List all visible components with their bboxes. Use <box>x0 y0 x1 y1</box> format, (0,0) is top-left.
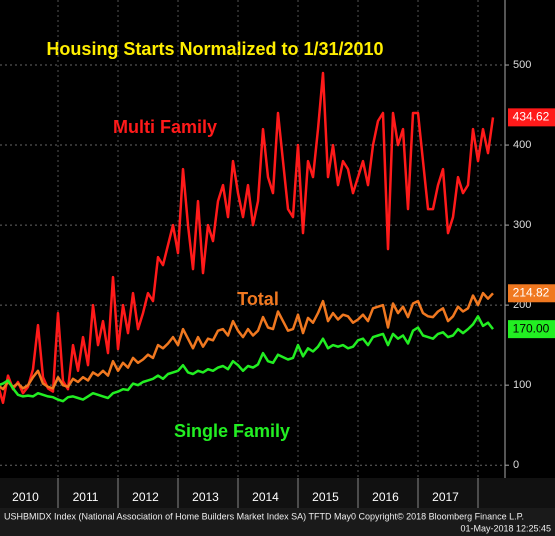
footer-timestamp: 01-May-2018 12:25:45 <box>460 523 551 533</box>
end-label: 434.62 <box>513 110 550 124</box>
x-tick-label: 2012 <box>132 490 159 504</box>
footer-source: USHBMIDX Index (National Association of … <box>4 511 524 521</box>
x-tick-label: 2014 <box>252 490 279 504</box>
x-tick-label: 2015 <box>312 490 339 504</box>
end-label: 170.00 <box>513 321 550 335</box>
end-label-box <box>508 320 555 339</box>
y-tick-label: 500 <box>513 59 531 71</box>
series-name: Multi Family <box>113 117 217 137</box>
y-tick-label: 0 <box>513 459 519 471</box>
series-line <box>0 291 494 391</box>
x-tick-label: 2016 <box>372 490 399 504</box>
end-label: 214.82 <box>513 285 550 299</box>
y-tick-label: 100 <box>513 379 531 391</box>
end-label-box <box>508 108 555 127</box>
footer-band <box>0 508 555 536</box>
series-name: Total <box>237 289 279 309</box>
end-label-box <box>508 284 555 303</box>
series-name: Single Family <box>174 421 290 441</box>
x-tick-label: 2017 <box>432 490 459 504</box>
chart-title: Housing Starts Normalized to 1/31/2010 <box>46 39 383 59</box>
y-tick-label: 400 <box>513 139 531 151</box>
x-tick-label: 2011 <box>73 490 99 504</box>
x-tick-label: 2010 <box>12 490 39 504</box>
y-tick-label: 300 <box>513 219 531 231</box>
series-line <box>0 71 495 405</box>
x-tick-label: 2013 <box>192 490 219 504</box>
series-line <box>0 315 494 403</box>
x-axis-band <box>0 478 555 508</box>
